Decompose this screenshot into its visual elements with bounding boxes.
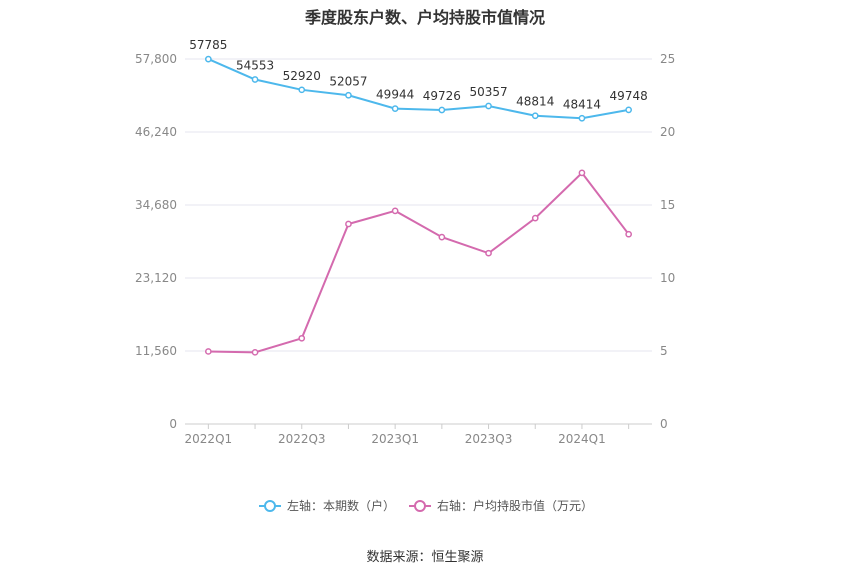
legend-label: 右轴：户均持股市值（万元）	[437, 498, 593, 513]
data-point	[205, 348, 212, 355]
left-axis-tick-label: 11,560	[135, 344, 177, 358]
series-line	[207, 58, 629, 120]
data-point	[485, 249, 492, 257]
data-point	[485, 102, 492, 110]
source-note: 数据来源：恒生聚源	[366, 550, 484, 565]
legend-marker-icon	[414, 500, 426, 512]
data-label: 52057	[329, 74, 367, 88]
data-point	[625, 230, 633, 238]
left-axis-tick-label: 57,800	[135, 52, 177, 66]
series-line	[208, 171, 630, 354]
axes: 011,56023,12034,68046,24057,800051015202…	[135, 52, 675, 446]
data-point	[531, 112, 539, 120]
x-axis-tick-label: 2023Q3	[465, 432, 513, 446]
data-label: 48414	[563, 97, 601, 111]
data-label: 49726	[423, 89, 461, 103]
series-lines	[205, 55, 633, 356]
data-point	[298, 86, 306, 94]
data-point	[205, 55, 212, 63]
x-axis-tick-label: 2024Q1	[558, 432, 606, 446]
left-axis-tick-label: 0	[169, 417, 177, 431]
data-point	[531, 214, 539, 222]
data-label: 50357	[469, 85, 507, 99]
x-axis-tick-label: 2022Q3	[278, 432, 326, 446]
data-point	[391, 207, 399, 215]
right-axis-tick-label: 0	[660, 417, 668, 431]
left-axis-tick-label: 46,240	[135, 125, 177, 139]
legend-item[interactable]: 左轴：本期数（户）	[259, 498, 395, 513]
chart-title: 季度股东户数、户均持股市值情况	[304, 8, 545, 27]
right-axis-tick-label: 5	[660, 344, 668, 358]
data-label: 49944	[376, 88, 414, 102]
data-point	[625, 106, 633, 114]
right-axis-tick-label: 25	[660, 52, 675, 66]
right-axis-tick-label: 20	[660, 125, 675, 139]
data-point	[298, 334, 306, 342]
data-label: 48814	[516, 95, 554, 109]
data-label: 57785	[189, 38, 227, 52]
data-label: 49748	[610, 89, 648, 103]
legend-item[interactable]: 右轴：户均持股市值（万元）	[409, 498, 593, 513]
data-label: 52920	[283, 69, 321, 83]
data-labels: 57785 54553 52920 52057 49944 49726 50357 48814…	[189, 38, 647, 111]
legend-label: 左轴：本期数（户）	[287, 498, 395, 513]
data-point	[345, 220, 352, 228]
data-point	[345, 91, 352, 99]
data-point	[251, 348, 259, 356]
data-point	[438, 106, 446, 114]
data-point	[251, 76, 259, 83]
x-axis-tick-label: 2023Q1	[371, 432, 419, 446]
data-label: 54553	[236, 59, 274, 73]
data-point	[391, 105, 399, 112]
right-axis-tick-label: 15	[660, 198, 675, 212]
grid-lines	[185, 58, 652, 352]
data-point	[438, 233, 446, 241]
left-axis-tick-label: 34,680	[135, 198, 177, 212]
legend-marker-icon	[264, 500, 276, 512]
left-axis-tick-label: 23,120	[135, 271, 177, 285]
x-axis-tick-label: 2022Q1	[185, 432, 233, 446]
legend[interactable]: 左轴：本期数（户） 右轴：户均持股市值（万元）	[259, 498, 593, 513]
data-point	[578, 114, 586, 122]
data-point	[578, 169, 586, 177]
right-axis-tick-label: 10	[660, 271, 675, 285]
